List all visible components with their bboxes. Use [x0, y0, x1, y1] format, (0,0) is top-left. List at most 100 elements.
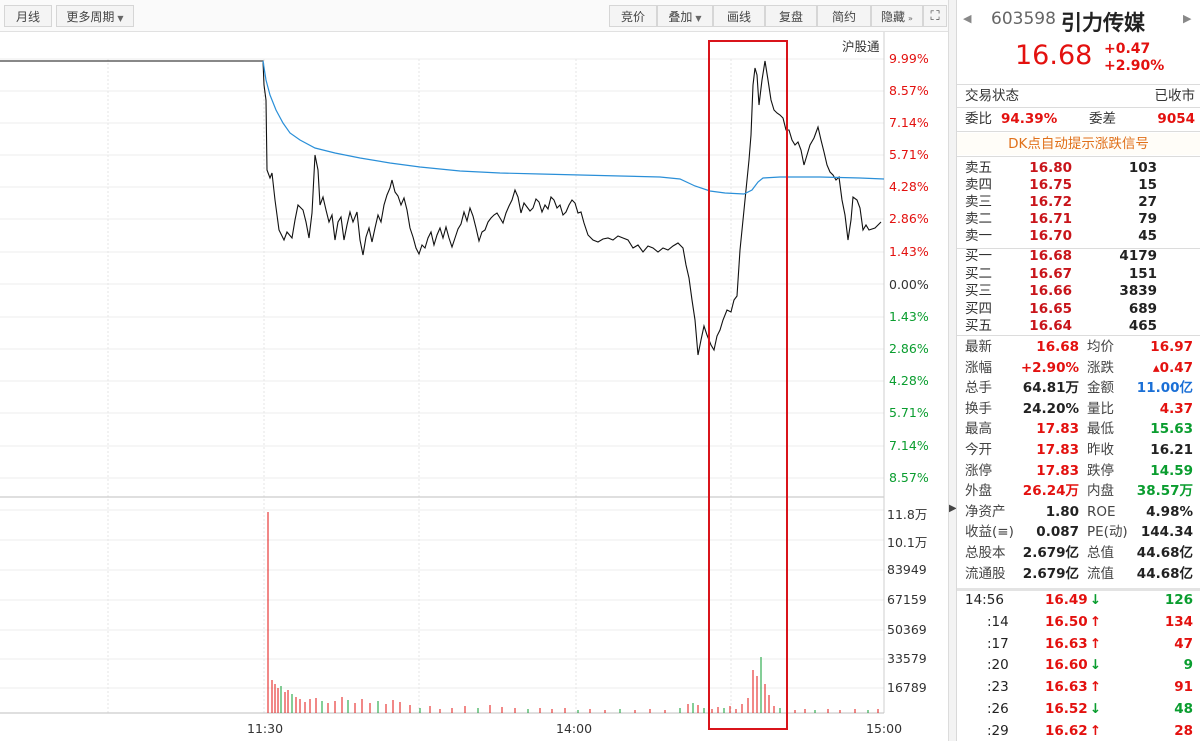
volume-label: 83949: [887, 562, 927, 577]
arrow-up-icon: ↑: [1089, 722, 1101, 739]
stat-label: 内盘: [1087, 483, 1114, 500]
stat-value: 1.80: [1045, 503, 1079, 520]
bid-volume: 689: [1128, 300, 1157, 317]
stat-label: 总股本: [965, 545, 1006, 561]
trade-status-label: 交易状态: [965, 88, 1019, 104]
next-stock-icon[interactable]: ▶: [1183, 12, 1192, 25]
price-line: [0, 60, 882, 356]
stat-value: 44.68亿: [1136, 545, 1193, 561]
bid-row[interactable]: 买三 16.66 3839: [965, 283, 1165, 300]
percent-label-up: 9.99%: [889, 51, 929, 66]
current-price: 16.68: [1015, 40, 1093, 71]
ask-row[interactable]: 卖二 16.71 79: [965, 211, 1165, 228]
stat-value: 2.679亿: [1022, 565, 1079, 582]
stat-label: 量比: [1087, 400, 1114, 417]
simple-button[interactable]: 简约: [817, 5, 871, 27]
draw-line-button[interactable]: 画线: [713, 5, 765, 27]
stat-label: 换手: [965, 400, 992, 417]
stat-label: PE(动): [1087, 524, 1128, 541]
stat-value: +2.90%: [1020, 359, 1079, 376]
chevron-down-icon: ▼: [117, 14, 124, 23]
stats-row: 收益(≡) 0.087 PE(动) 144.34: [965, 522, 1195, 542]
stat-value: 26.24万: [1022, 483, 1079, 500]
draw-line-label: 画线: [726, 10, 751, 24]
ask-row[interactable]: 卖四 16.75 15: [965, 177, 1165, 194]
arrow-up-icon: ↑: [1089, 613, 1101, 630]
bid-level-label: 买五: [965, 318, 992, 334]
trade-volume: 9: [1183, 657, 1193, 674]
bid-volume: 4179: [1119, 248, 1157, 264]
bid-row[interactable]: 买二 16.67 151: [965, 266, 1165, 283]
trade-volume: 134: [1164, 613, 1193, 630]
volume-label: 67159: [887, 592, 927, 607]
bid-price: 16.64: [1029, 318, 1072, 334]
more-periods-dropdown[interactable]: 更多周期 ▼: [56, 5, 134, 27]
stat-label: 净资产: [965, 503, 1006, 520]
arrow-up-icon: ↑: [1089, 635, 1101, 652]
panel-splitter[interactable]: [948, 0, 957, 741]
collapse-panel-icon[interactable]: ▶: [949, 503, 957, 514]
stat-value: 4.37: [1159, 400, 1193, 417]
ratio-value: 94.39%: [1001, 111, 1058, 127]
stat-value: 15.63: [1150, 421, 1193, 438]
percent-label-down: 2.86%: [889, 341, 929, 356]
trade-time: 14:56: [965, 592, 1004, 608]
stats-row: 最高 17.83 最低 15.63: [965, 419, 1195, 439]
overlay-dropdown[interactable]: 叠加 ▼: [657, 5, 713, 27]
bid-row[interactable]: 买五 16.64 465: [965, 318, 1165, 335]
stat-value: 14.59: [1150, 462, 1193, 479]
trade-volume: 48: [1174, 701, 1193, 717]
bid-button[interactable]: 竞价: [609, 5, 657, 27]
ask-row[interactable]: 卖一 16.70 45: [965, 228, 1165, 245]
time-label: 14:00: [556, 721, 593, 736]
stats-row: 涨停 17.83 跌停 14.59: [965, 461, 1195, 481]
stats-row: 涨幅 +2.90% 涨跌 ▴0.47: [965, 358, 1195, 378]
dk-signal-banner[interactable]: DK点自动提示涨跌信号: [957, 133, 1200, 155]
ask-row[interactable]: 卖三 16.72 27: [965, 194, 1165, 211]
volume-label: 10.1万: [887, 535, 928, 550]
bid-row[interactable]: 买四 16.65 689: [965, 301, 1165, 318]
ask-row[interactable]: 卖五 16.80 103: [965, 160, 1165, 177]
stats-row: 外盘 26.24万 内盘 38.57万: [965, 481, 1195, 501]
fullscreen-button[interactable]: ⛶: [923, 5, 947, 27]
percent-label-down: 1.43%: [889, 309, 929, 324]
volume-label: 16789: [887, 680, 927, 695]
stat-value: 24.20%: [1022, 400, 1079, 417]
restore-button[interactable]: 复盘: [765, 5, 817, 27]
trade-row: :20 16.60 ↓ 9: [965, 655, 1195, 675]
stat-label: 最高: [965, 421, 992, 438]
stat-label: 流值: [1087, 565, 1114, 582]
trade-price-cell: 16.49 ↓: [1025, 590, 1101, 610]
stat-value: 2.679亿: [1022, 545, 1079, 561]
bid-row[interactable]: 买一 16.68 4179: [965, 248, 1165, 265]
percent-label-up: 4.28%: [889, 179, 929, 194]
percent-label-up: 5.71%: [889, 147, 929, 162]
bid-volume: 465: [1128, 318, 1157, 334]
overlay-label: 叠加: [668, 10, 693, 24]
bid-price: 16.66: [1029, 283, 1072, 299]
ask-level-label: 卖三: [965, 194, 992, 210]
stat-label: ROE: [1087, 503, 1116, 520]
arrow-down-icon: ↓: [1089, 592, 1101, 608]
bid-price: 16.67: [1029, 265, 1072, 282]
stats-row: 总股本 2.679亿 总值 44.68亿: [965, 543, 1195, 563]
trade-price: 16.63: [1044, 679, 1088, 696]
trade-price: 16.52: [1044, 701, 1088, 717]
trade-status-value: 已收市: [1154, 88, 1196, 104]
percent-label-down: 4.28%: [889, 373, 929, 388]
hide-button[interactable]: 隐藏»: [871, 5, 923, 27]
prev-stock-icon[interactable]: ◀: [963, 12, 972, 25]
volume-label: 11.8万: [887, 507, 928, 522]
percent-label-down: 7.14%: [889, 438, 929, 453]
bid-price: 16.68: [1029, 248, 1072, 264]
intraday-chart[interactable]: [0, 32, 948, 741]
bid-level-label: 买一: [965, 248, 992, 264]
stats-row: 总手 64.81万 金额 11.00亿: [965, 378, 1195, 398]
trade-price-cell: 16.60 ↓: [1025, 655, 1101, 675]
trade-volume: 28: [1174, 722, 1193, 739]
month-period-button[interactable]: 月线: [4, 5, 52, 27]
percent-label-up: 7.14%: [889, 115, 929, 130]
arrow-down-icon: ↓: [1089, 701, 1101, 717]
trade-time: :20: [987, 657, 1009, 674]
price-change-pct: +2.90%: [1104, 58, 1165, 74]
